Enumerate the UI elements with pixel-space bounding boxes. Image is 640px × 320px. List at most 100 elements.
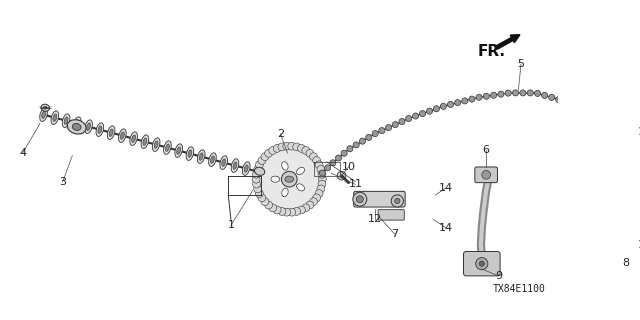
Text: 4: 4	[19, 148, 26, 158]
Circle shape	[527, 90, 533, 96]
Circle shape	[278, 143, 286, 151]
Circle shape	[261, 153, 269, 161]
Circle shape	[302, 147, 310, 155]
Ellipse shape	[209, 153, 216, 166]
Circle shape	[594, 175, 600, 181]
Ellipse shape	[120, 132, 124, 140]
Text: 3: 3	[60, 177, 66, 187]
Ellipse shape	[233, 162, 237, 169]
Ellipse shape	[96, 123, 104, 136]
Circle shape	[341, 150, 347, 156]
Text: 14: 14	[439, 183, 453, 193]
Circle shape	[347, 146, 353, 152]
Ellipse shape	[282, 188, 288, 197]
Text: 8: 8	[622, 258, 629, 268]
Circle shape	[563, 100, 568, 106]
Ellipse shape	[164, 141, 172, 155]
Circle shape	[288, 142, 296, 150]
Circle shape	[433, 106, 440, 112]
Circle shape	[253, 185, 262, 193]
Ellipse shape	[72, 123, 81, 131]
Circle shape	[269, 204, 276, 212]
Circle shape	[591, 132, 596, 138]
Circle shape	[556, 97, 562, 103]
Circle shape	[476, 94, 482, 100]
Circle shape	[306, 201, 314, 209]
Circle shape	[569, 103, 575, 109]
Circle shape	[591, 220, 597, 226]
Circle shape	[315, 161, 323, 169]
Circle shape	[253, 170, 260, 178]
Circle shape	[379, 128, 385, 134]
Circle shape	[520, 90, 526, 96]
Text: 10: 10	[342, 162, 355, 172]
Circle shape	[395, 198, 400, 204]
Circle shape	[313, 156, 321, 164]
Circle shape	[324, 165, 331, 171]
Circle shape	[594, 161, 600, 167]
Circle shape	[269, 147, 276, 155]
Circle shape	[620, 122, 631, 132]
Circle shape	[469, 96, 475, 102]
Circle shape	[302, 204, 310, 212]
Ellipse shape	[197, 150, 205, 164]
Ellipse shape	[62, 114, 70, 127]
Circle shape	[585, 118, 591, 124]
Circle shape	[306, 149, 314, 157]
Circle shape	[258, 148, 321, 211]
Circle shape	[313, 194, 321, 202]
Circle shape	[318, 180, 326, 188]
Circle shape	[623, 249, 628, 254]
Circle shape	[318, 170, 326, 178]
Text: 13: 13	[637, 240, 640, 250]
Circle shape	[283, 208, 291, 216]
Ellipse shape	[53, 114, 57, 121]
Circle shape	[319, 175, 326, 183]
Ellipse shape	[84, 120, 92, 133]
Circle shape	[580, 113, 586, 119]
Ellipse shape	[154, 141, 158, 148]
Ellipse shape	[67, 120, 86, 134]
Ellipse shape	[244, 165, 248, 172]
Circle shape	[253, 180, 260, 188]
Ellipse shape	[211, 156, 214, 163]
Circle shape	[317, 185, 325, 193]
Ellipse shape	[86, 123, 90, 131]
Circle shape	[584, 239, 589, 245]
Text: TX84E1100: TX84E1100	[493, 284, 546, 294]
Ellipse shape	[199, 153, 203, 160]
Circle shape	[426, 108, 433, 114]
Ellipse shape	[40, 108, 47, 122]
Circle shape	[593, 190, 600, 196]
Ellipse shape	[41, 104, 50, 111]
FancyBboxPatch shape	[475, 167, 497, 183]
Circle shape	[391, 195, 403, 207]
Circle shape	[592, 212, 598, 218]
Ellipse shape	[296, 184, 305, 191]
Circle shape	[265, 149, 273, 157]
Circle shape	[622, 249, 632, 259]
Ellipse shape	[186, 147, 194, 160]
Text: 12: 12	[367, 214, 381, 224]
Circle shape	[593, 153, 600, 159]
Circle shape	[288, 208, 296, 216]
Circle shape	[292, 143, 301, 151]
Circle shape	[399, 118, 405, 124]
Circle shape	[594, 183, 600, 189]
Circle shape	[253, 165, 262, 173]
Circle shape	[505, 90, 511, 96]
Circle shape	[261, 198, 269, 206]
Circle shape	[406, 116, 412, 122]
Circle shape	[310, 153, 317, 161]
Ellipse shape	[285, 176, 294, 182]
Text: 7: 7	[391, 229, 398, 239]
Circle shape	[592, 205, 598, 211]
Circle shape	[623, 125, 628, 129]
Ellipse shape	[255, 168, 259, 175]
Text: 1: 1	[227, 220, 234, 230]
Circle shape	[335, 155, 342, 161]
Ellipse shape	[118, 129, 126, 142]
Circle shape	[575, 108, 580, 114]
Ellipse shape	[255, 167, 265, 175]
Circle shape	[330, 160, 336, 166]
